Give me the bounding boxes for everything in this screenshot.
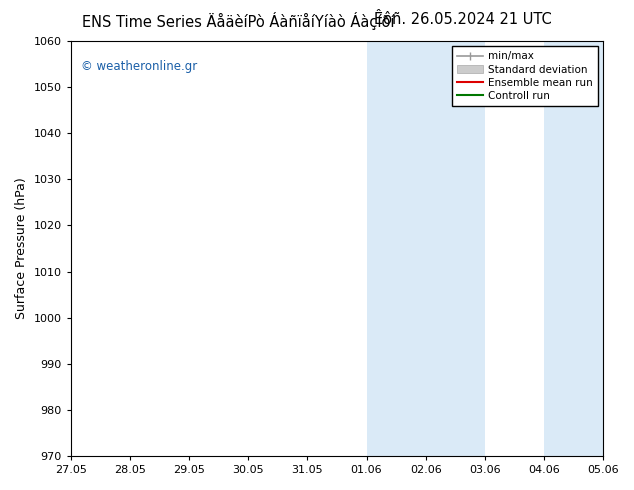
Text: Êôñ. 26.05.2024 21 UTC: Êôñ. 26.05.2024 21 UTC xyxy=(374,12,552,27)
Legend: min/max, Standard deviation, Ensemble mean run, Controll run: min/max, Standard deviation, Ensemble me… xyxy=(451,46,598,106)
Text: © weatheronline.gr: © weatheronline.gr xyxy=(81,60,198,73)
Bar xyxy=(544,41,603,456)
Y-axis label: Surface Pressure (hPa): Surface Pressure (hPa) xyxy=(15,178,28,319)
Text: ENS Time Series ÄåäèíPò ÁàñïåíYíàò Áàçíðí: ENS Time Series ÄåäèíPò ÁàñïåíYíàò Áàçíð… xyxy=(82,12,395,30)
Bar xyxy=(366,41,485,456)
